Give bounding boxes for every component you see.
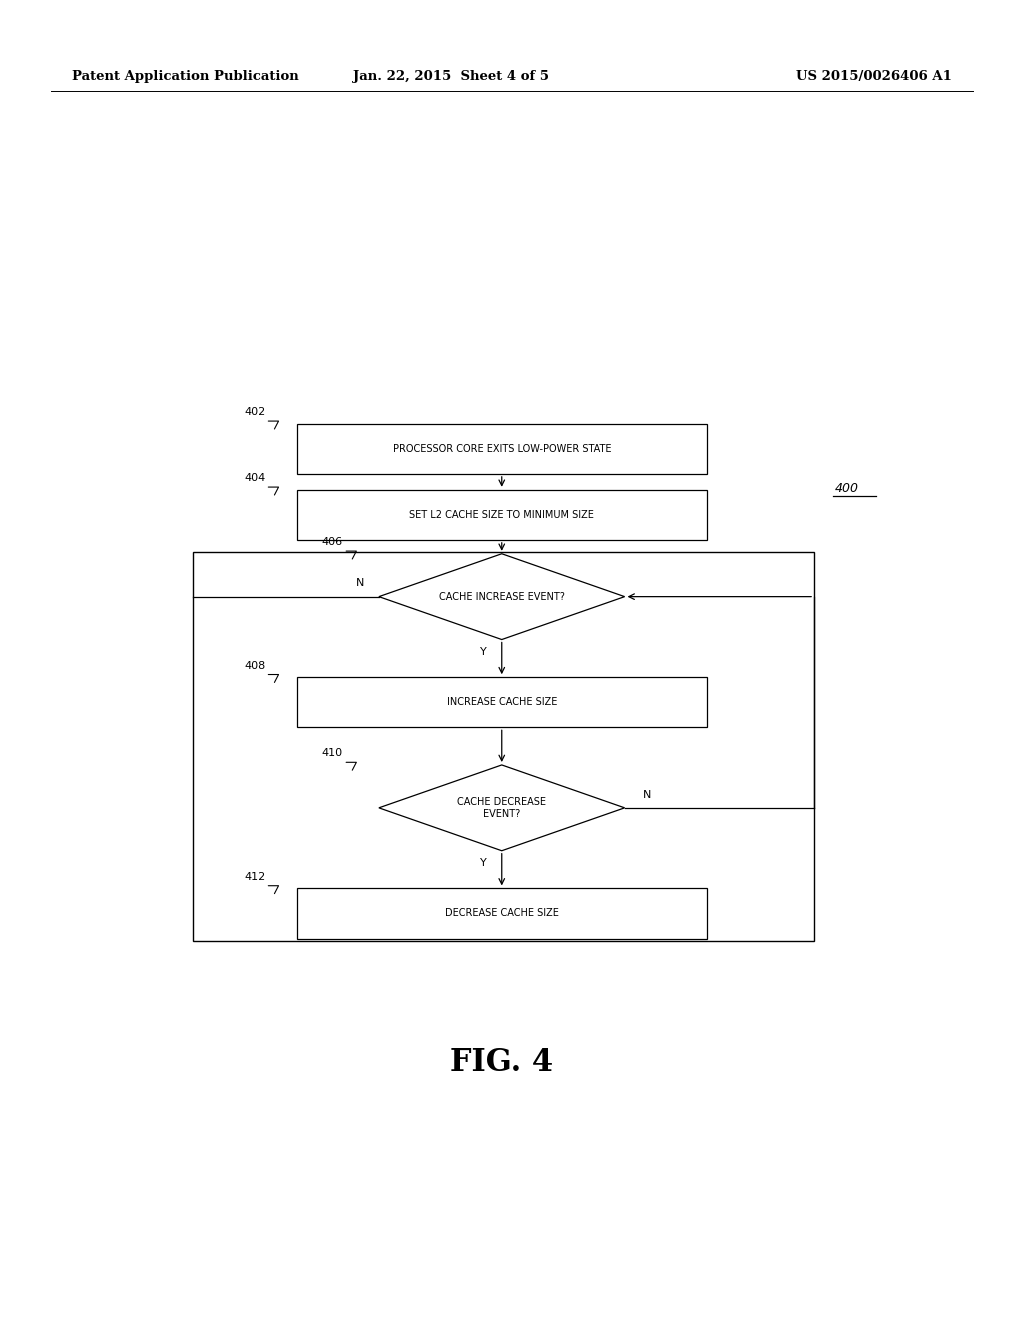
Text: CACHE DECREASE
EVENT?: CACHE DECREASE EVENT? xyxy=(458,797,546,818)
Text: 404: 404 xyxy=(244,473,265,483)
Text: CACHE INCREASE EVENT?: CACHE INCREASE EVENT? xyxy=(439,591,564,602)
Bar xyxy=(193,552,814,941)
Text: Y: Y xyxy=(480,858,486,869)
Text: N: N xyxy=(356,578,365,589)
Text: US 2015/0026406 A1: US 2015/0026406 A1 xyxy=(797,70,952,83)
Text: DECREASE CACHE SIZE: DECREASE CACHE SIZE xyxy=(444,908,559,919)
Text: Jan. 22, 2015  Sheet 4 of 5: Jan. 22, 2015 Sheet 4 of 5 xyxy=(352,70,549,83)
Text: INCREASE CACHE SIZE: INCREASE CACHE SIZE xyxy=(446,697,557,708)
Text: N: N xyxy=(643,789,651,800)
Bar xyxy=(297,677,707,727)
Text: Y: Y xyxy=(480,647,486,657)
Text: 412: 412 xyxy=(244,871,265,882)
Text: 410: 410 xyxy=(322,748,343,758)
Text: 408: 408 xyxy=(244,660,265,671)
Text: 400: 400 xyxy=(835,482,858,495)
Text: Patent Application Publication: Patent Application Publication xyxy=(72,70,298,83)
Text: PROCESSOR CORE EXITS LOW-POWER STATE: PROCESSOR CORE EXITS LOW-POWER STATE xyxy=(392,444,611,454)
Polygon shape xyxy=(379,766,625,850)
Text: FIG. 4: FIG. 4 xyxy=(451,1047,553,1078)
Text: 406: 406 xyxy=(322,537,343,546)
Text: 402: 402 xyxy=(244,407,265,417)
Bar xyxy=(297,424,707,474)
Bar xyxy=(297,888,707,939)
Polygon shape xyxy=(379,554,625,639)
Text: SET L2 CACHE SIZE TO MINIMUM SIZE: SET L2 CACHE SIZE TO MINIMUM SIZE xyxy=(410,510,594,520)
Bar xyxy=(297,490,707,540)
